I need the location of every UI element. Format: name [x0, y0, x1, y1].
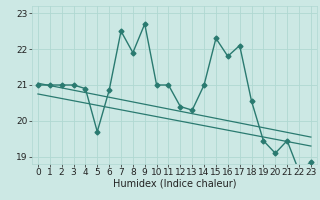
X-axis label: Humidex (Indice chaleur): Humidex (Indice chaleur): [113, 179, 236, 189]
